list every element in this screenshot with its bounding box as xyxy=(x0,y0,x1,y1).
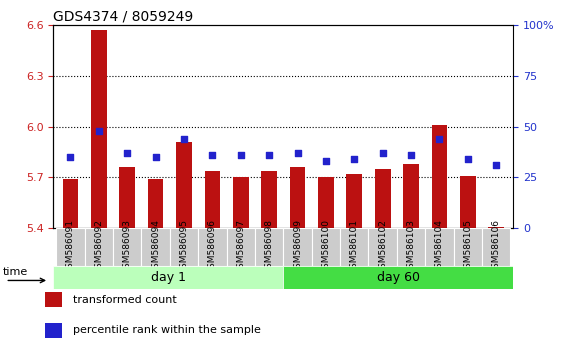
Point xyxy=(407,152,416,158)
Point xyxy=(66,154,75,160)
Text: GSM586103: GSM586103 xyxy=(407,219,416,274)
Text: GSM586091: GSM586091 xyxy=(66,219,75,274)
Bar xyxy=(431,125,447,228)
Bar xyxy=(318,177,334,228)
Bar xyxy=(45,323,62,338)
Bar xyxy=(113,228,141,266)
Bar xyxy=(205,171,220,228)
Text: percentile rank within the sample: percentile rank within the sample xyxy=(73,325,261,336)
Bar xyxy=(62,179,78,228)
Bar xyxy=(227,228,255,266)
Bar xyxy=(91,30,107,228)
Bar xyxy=(375,169,390,228)
Bar xyxy=(255,228,283,266)
Bar xyxy=(170,228,198,266)
Bar xyxy=(369,228,397,266)
Bar xyxy=(176,142,192,228)
Point xyxy=(435,136,444,142)
Point xyxy=(350,156,359,162)
Text: GSM586101: GSM586101 xyxy=(350,219,359,274)
Text: GSM586102: GSM586102 xyxy=(378,219,387,274)
Bar xyxy=(397,228,425,266)
Point xyxy=(492,162,501,168)
Point xyxy=(236,152,245,158)
Text: GSM586096: GSM586096 xyxy=(208,219,217,274)
Point xyxy=(94,128,103,133)
Bar xyxy=(45,292,62,307)
Bar xyxy=(85,228,113,266)
Bar xyxy=(312,228,340,266)
Text: GSM586094: GSM586094 xyxy=(151,219,160,274)
Text: day 60: day 60 xyxy=(377,270,420,284)
Bar xyxy=(141,228,170,266)
Point xyxy=(293,150,302,156)
Point xyxy=(180,136,188,142)
Bar xyxy=(56,228,85,266)
Bar xyxy=(233,177,249,228)
Text: time: time xyxy=(3,267,28,277)
Bar xyxy=(340,228,369,266)
Bar xyxy=(403,164,419,228)
Bar xyxy=(198,228,227,266)
Point xyxy=(123,150,132,156)
Bar xyxy=(261,171,277,228)
Bar xyxy=(489,227,504,228)
Point xyxy=(463,156,472,162)
Text: GSM586095: GSM586095 xyxy=(180,219,188,274)
Bar xyxy=(460,176,476,228)
Bar xyxy=(289,167,305,228)
Point xyxy=(151,154,160,160)
Bar xyxy=(148,179,163,228)
Bar xyxy=(283,266,513,289)
Bar xyxy=(425,228,454,266)
Text: day 1: day 1 xyxy=(151,270,186,284)
Bar xyxy=(482,228,511,266)
Text: GSM586100: GSM586100 xyxy=(321,219,330,274)
Text: GSM586105: GSM586105 xyxy=(463,219,472,274)
Text: GSM586097: GSM586097 xyxy=(236,219,245,274)
Bar xyxy=(53,266,283,289)
Point xyxy=(321,158,330,164)
Bar xyxy=(119,167,135,228)
Point xyxy=(378,150,387,156)
Bar xyxy=(283,228,312,266)
Text: transformed count: transformed count xyxy=(73,295,177,305)
Text: GSM586092: GSM586092 xyxy=(94,219,103,274)
Text: GSM586104: GSM586104 xyxy=(435,219,444,274)
Text: GSM586098: GSM586098 xyxy=(265,219,274,274)
Text: GDS4374 / 8059249: GDS4374 / 8059249 xyxy=(53,10,194,24)
Point xyxy=(208,152,217,158)
Bar xyxy=(454,228,482,266)
Text: GSM586106: GSM586106 xyxy=(492,219,501,274)
Bar xyxy=(347,174,362,228)
Text: GSM586099: GSM586099 xyxy=(293,219,302,274)
Text: GSM586093: GSM586093 xyxy=(123,219,132,274)
Point xyxy=(265,152,274,158)
